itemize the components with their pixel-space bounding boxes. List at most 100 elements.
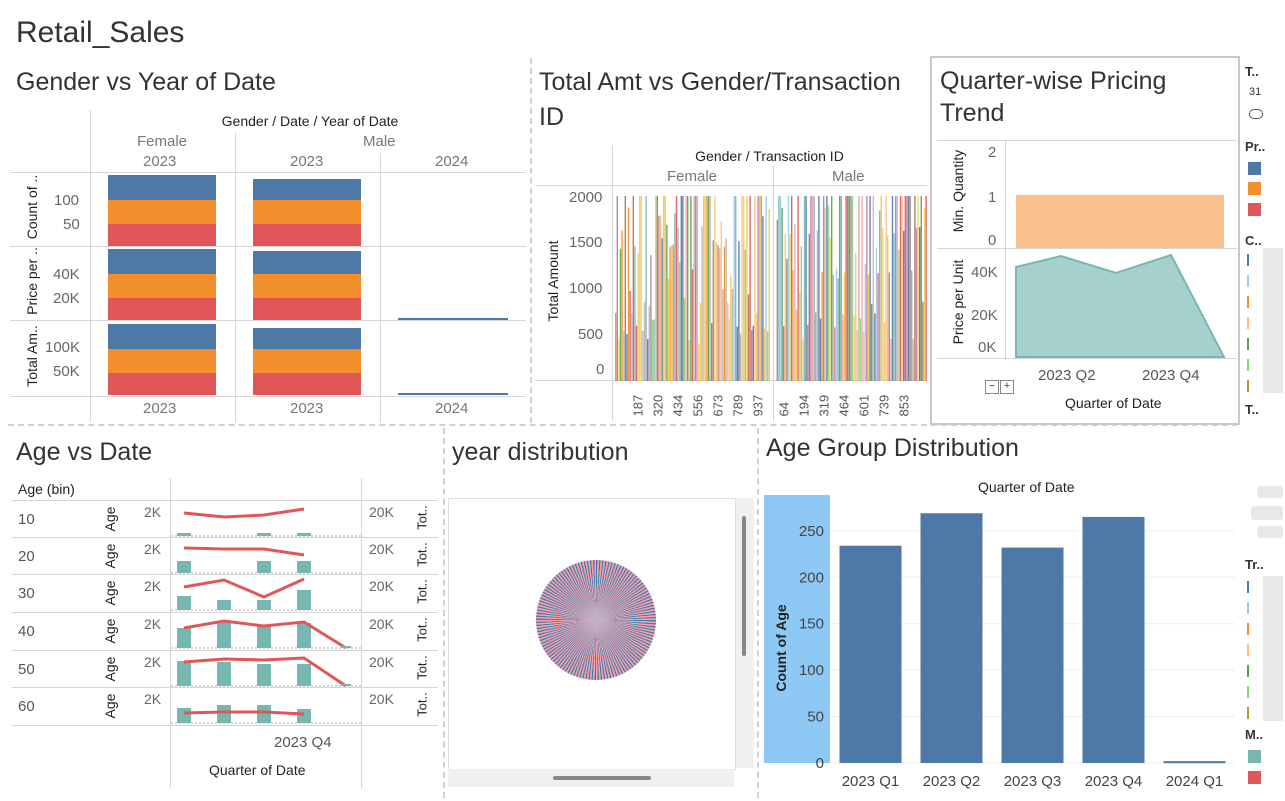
transaction-bar	[787, 196, 790, 381]
vertical-scrollbar[interactable]	[736, 498, 754, 768]
transaction-bar	[631, 313, 633, 381]
panel-quarter-pricing[interactable]: Quarter-wise Pricing Trend Min. Quantity…	[930, 56, 1240, 425]
x-tick: 2023 Q3	[1004, 773, 1062, 790]
axis-tick: 2K	[144, 654, 162, 670]
pie-slice	[596, 620, 606, 680]
age-bar	[177, 628, 191, 648]
bin-label: 40	[18, 623, 35, 640]
legend-swatch[interactable]	[1248, 771, 1261, 784]
legend-title: Pr..	[1245, 139, 1266, 154]
transaction-bar	[805, 196, 807, 381]
pie-slice	[596, 620, 637, 666]
panel-age-group-distribution[interactable]: Age Group Distribution Quarter of Date 0…	[760, 428, 1240, 801]
age-bin-row[interactable]: 10 Age 2K 20K Tot..	[0, 501, 443, 538]
pie-chart[interactable]	[534, 558, 658, 682]
age-mini-chart	[171, 507, 361, 537]
panel-title: Age Group Distribution	[766, 434, 1019, 462]
transaction-bar	[693, 196, 695, 381]
axis-label: Tot..	[414, 617, 430, 642]
legend-scrollbar[interactable]	[1263, 248, 1283, 393]
panel-total-amt[interactable]: Total Amt vs Gender/Transaction ID Gende…	[533, 58, 929, 423]
transaction-bar	[762, 216, 764, 381]
transaction-bar	[661, 238, 663, 381]
stacked-bar[interactable]	[253, 251, 361, 320]
collapse-icon[interactable]: −	[985, 380, 999, 394]
total-line	[183, 710, 305, 716]
transaction-bars[interactable]	[613, 186, 928, 381]
age-bin-row[interactable]: 60 Age 2K 20K Tot..	[0, 688, 443, 725]
stacked-bar[interactable]	[108, 175, 216, 246]
stacked-bar[interactable]	[253, 328, 361, 395]
pie-slice	[596, 571, 633, 620]
pie-slice	[596, 620, 609, 679]
transaction-bar	[629, 291, 631, 381]
pie-slice	[596, 604, 655, 620]
pie-slice	[596, 588, 648, 620]
transaction-bar	[906, 196, 908, 381]
transaction-bar	[907, 196, 910, 381]
stacked-bar[interactable]	[398, 318, 508, 320]
pie-slice	[596, 594, 651, 620]
age-group-bar-chart[interactable]: 0 50 100 150 200 250 Count of Age 2023 Q1 2023 Q…	[760, 493, 1240, 798]
age-bin-row[interactable]: 50 Age 2K 20K Tot..	[0, 651, 443, 688]
transaction-bar	[675, 196, 678, 381]
min-quantity-area[interactable]	[1016, 195, 1224, 248]
pie-slice	[596, 601, 654, 620]
legend-swatch[interactable]	[1248, 750, 1261, 763]
transaction-bar	[653, 319, 655, 381]
transaction-bar	[821, 271, 823, 381]
transaction-bar	[863, 331, 865, 381]
scroll-handle[interactable]	[1251, 506, 1283, 520]
age-bar	[297, 533, 311, 536]
expand-icon[interactable]: +	[1000, 380, 1014, 394]
panel-year-distribution[interactable]: year distribution	[446, 428, 757, 801]
pie-slice	[596, 609, 656, 620]
stacked-bar[interactable]	[108, 324, 216, 395]
pie-slice	[596, 620, 603, 680]
stacked-bar[interactable]	[108, 249, 216, 320]
panel-age-vs-date[interactable]: Age vs Date Age (bin) 10 Age 2K 20K Tot.. 20 A…	[0, 428, 443, 801]
age-bar	[177, 596, 191, 610]
pie-slice	[596, 586, 647, 620]
pie-slice	[596, 562, 614, 620]
transaction-bar	[778, 196, 780, 381]
legend-swatch[interactable]	[1248, 203, 1261, 216]
pie-slice	[553, 620, 596, 664]
y-tick: 0	[816, 755, 824, 772]
horizontal-scrollbar[interactable]	[448, 769, 734, 787]
age-mini-chart	[171, 705, 361, 724]
transaction-bar	[885, 196, 887, 381]
y-axis-label: Min. Quantity	[950, 149, 966, 233]
transaction-bar	[616, 196, 618, 381]
pie-slice	[555, 574, 596, 620]
price-per-unit-area[interactable]	[1006, 249, 1236, 359]
age-bin-row[interactable]: 40 Age 2K 20K Tot..	[0, 613, 443, 650]
axis-tick: 2K	[144, 578, 162, 594]
transaction-bar	[669, 246, 671, 381]
pie-slice	[542, 591, 596, 620]
transaction-bar	[680, 196, 682, 381]
pie-slice	[596, 620, 647, 654]
stacked-bar[interactable]	[253, 179, 361, 246]
legend-swatch[interactable]	[1248, 162, 1261, 175]
transaction-bar	[802, 339, 804, 381]
legend-swatch[interactable]	[1248, 182, 1261, 195]
pie-slice	[596, 620, 639, 664]
pie-slice	[596, 612, 656, 620]
transaction-bar	[754, 196, 756, 381]
age-bar	[257, 626, 271, 648]
legend-scrollbar[interactable]	[1263, 576, 1283, 721]
transaction-bar	[917, 196, 919, 381]
pie-slice	[549, 620, 596, 659]
scroll-handle[interactable]	[1257, 526, 1283, 538]
panel-gender-vs-year[interactable]: Gender vs Year of Date Gender / Date / Y…	[0, 58, 530, 423]
pie-slice	[592, 620, 596, 680]
x-tick: 2023 Q4	[274, 734, 332, 751]
slider-handle-icon[interactable]	[1249, 109, 1263, 119]
scroll-handle[interactable]	[1257, 486, 1283, 498]
age-bin-row[interactable]: 30 Age 2K 20K Tot..	[0, 575, 443, 612]
age-bin-row[interactable]: 20 Age 2K 20K Tot..	[0, 538, 443, 575]
pie-slice	[596, 620, 640, 663]
transaction-bar	[826, 196, 828, 381]
stacked-bar[interactable]	[398, 393, 508, 395]
